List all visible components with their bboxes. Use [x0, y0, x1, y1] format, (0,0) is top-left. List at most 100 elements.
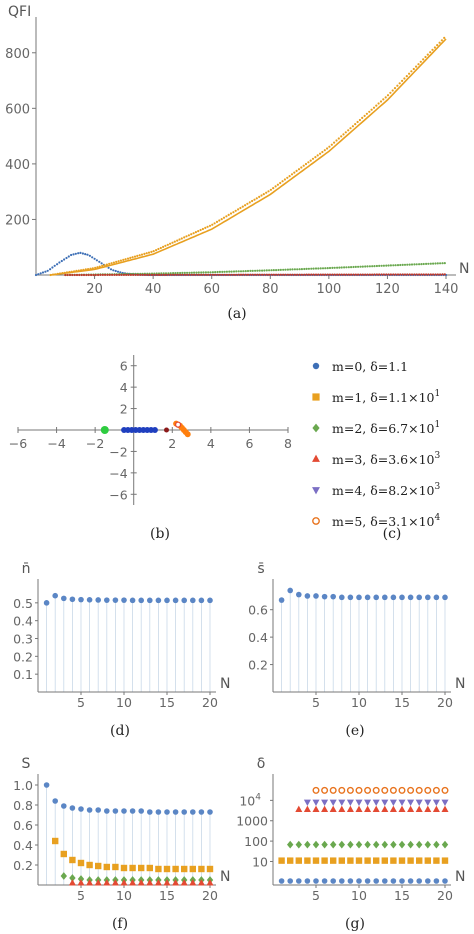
chart-g-series-1-point [381, 857, 388, 864]
chart-f-ytick-label: 0.2 [13, 858, 33, 873]
chart-g-series-1-point [312, 857, 320, 864]
chart-f-series-2-point [69, 874, 76, 882]
chart-g-series-0-point [364, 878, 371, 884]
chart-f-series-3-point [120, 879, 128, 886]
chart-g-ytick-label: 104 [239, 792, 261, 808]
chart-a-series-1-point [323, 149, 326, 152]
chart-a-xtick-label: 80 [262, 282, 279, 297]
chart-d-ytick-label: 0.2 [13, 649, 33, 664]
chart-a-series-1-point [443, 36, 446, 40]
chart-a-series-0-point [34, 273, 38, 277]
chart-a-series-4-point [134, 273, 137, 276]
chart-g-series-1-point [373, 857, 380, 864]
chart-a-series-1-point [192, 232, 195, 235]
chart-a-series-4-point [179, 273, 182, 276]
chart-e-series-0-point [304, 593, 311, 599]
chart-f-series-1-point [86, 861, 93, 869]
chart-g-series-0-point [382, 878, 388, 884]
chart-a-series-1-point [295, 169, 298, 172]
chart-a-series-1-point [319, 152, 322, 155]
chart-a-series-1-point [171, 241, 174, 244]
chart-a-series-4-point [139, 273, 142, 276]
chart-f-series-1-point [155, 865, 162, 873]
chart-g-series-1-point [398, 857, 406, 864]
chart-f-ytick-label: 0.8 [13, 798, 33, 813]
chart-a-series-3-point [317, 267, 320, 270]
chart-a-series-4-point [364, 273, 367, 276]
chart-a: 20 40 60 80 100 120 140 200 400 600 800 QFI N [5, 4, 469, 297]
chart-a-series-4-point [80, 273, 83, 277]
chart-f-xtick-label: 10 [116, 888, 132, 903]
chart-g-series-3-point [432, 805, 440, 812]
chart-g-series-3-point [295, 805, 303, 812]
chart-a-series-3-point [197, 271, 200, 274]
chart-a-series-1-point [150, 250, 153, 253]
chart-g-series-3-point [372, 805, 380, 812]
chart-a-series-0-point [46, 269, 49, 272]
chart-g-series-1-point [304, 857, 311, 864]
chart-f-series-0-point [121, 808, 127, 814]
chart-a-series-3-point [216, 270, 219, 274]
chart-a-series-4-point [314, 273, 318, 276]
chart-g-series-1-point [433, 857, 440, 864]
chart-a-series-4-point [408, 273, 411, 276]
chart-g-series-0-point [416, 878, 423, 884]
chart-a-series-0-point [77, 252, 80, 255]
chart-a-series-3-point [300, 268, 303, 271]
chart-a-series-3-point [254, 269, 257, 272]
chart-g-xtick-label: 15 [394, 888, 410, 903]
chart-g-series-0-point [321, 878, 328, 884]
chart-a-series-1-point [251, 199, 254, 203]
chart-a-series-4-point [439, 273, 442, 276]
chart-a-series-1-point [349, 127, 352, 130]
chart-g-series-5-point [355, 786, 363, 794]
chart-g-series-0-point [339, 878, 345, 884]
chart-g-series-5-point [407, 786, 415, 794]
chart-d-series-0-point [104, 597, 110, 603]
chart-a-series-4-point [265, 273, 268, 276]
chart-d-ylabel: n̄ [22, 561, 31, 577]
chart-g-series-3-point [424, 805, 432, 812]
chart-a-series-4-point [305, 273, 308, 276]
chart-a-xtick-label: 60 [203, 282, 220, 297]
chart-a-series-4-point [324, 273, 327, 276]
chart-a-series-4-point [207, 273, 210, 276]
chart-a-series-4-point [104, 273, 107, 276]
chart-a-series-1-point [138, 254, 141, 257]
chart-a-series-0-point [60, 259, 63, 263]
chart-a-series-4-point [429, 273, 432, 276]
chart-a-series-3-point [232, 270, 236, 273]
chart-a-series-1-point [143, 252, 146, 255]
chart-b-point [100, 426, 109, 434]
chart-a-series-1-point [117, 260, 120, 263]
chart-f-series-3-point [137, 879, 145, 886]
chart-a-series-4-point [251, 273, 254, 276]
chart-g-series-3-point [381, 805, 389, 812]
chart-a-series-1-point [119, 259, 122, 262]
chart-b-ytick-label: 2 [120, 402, 128, 417]
chart-g-series-2-point [373, 840, 380, 849]
chart-a-series-4-point [326, 273, 329, 276]
chart-f-series-1-point [189, 865, 196, 873]
chart-a-series-4-point [343, 273, 346, 276]
chart-a-series-4-point [420, 273, 423, 276]
chart-g-series-2-point [304, 840, 311, 849]
chart-a-series-1-point [147, 251, 151, 254]
chart-e-series-0-point [313, 593, 319, 599]
chart-f-series-0-point [172, 809, 179, 815]
chart-a-series-4-point [432, 273, 435, 276]
chart-a-series-4-point [235, 273, 238, 276]
chart-a-series-3-point [282, 268, 285, 271]
chart-g-series-1-point [364, 857, 371, 864]
chart-b-ytick-label: −6 [109, 487, 127, 502]
chart-g-series-4-point [329, 799, 337, 806]
chart-g-series-5-point [398, 786, 406, 794]
chart-a-series-1-point [115, 260, 118, 263]
chart-e-series-0-point [433, 594, 440, 601]
chart-a-series-4-point [209, 273, 212, 276]
legend-label-exponent: 1 [434, 389, 440, 399]
chart-d-xtick-label: 20 [202, 695, 218, 710]
chart-f-xlabel: N [220, 869, 230, 885]
chart-g-series-4-point [355, 799, 363, 806]
chart-b-point [164, 427, 169, 433]
